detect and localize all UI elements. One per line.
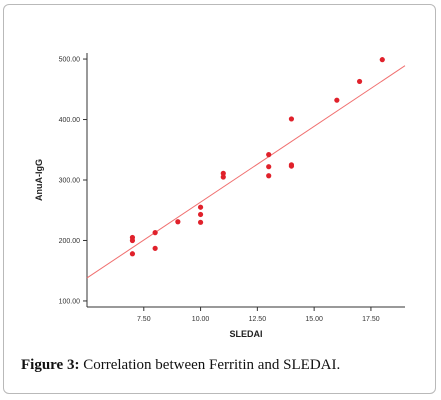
data-point (379, 57, 385, 63)
data-point (197, 211, 204, 218)
y-tick-label: 400.00 (59, 117, 81, 124)
data-point (152, 245, 158, 251)
data-point (266, 152, 272, 158)
data-point (152, 230, 158, 236)
data-point (129, 237, 136, 244)
x-tick-label: 7.50 (137, 316, 151, 323)
axes (86, 53, 405, 308)
data-point (356, 78, 363, 85)
y-axis-label: AnuA-IgG (34, 159, 44, 201)
data-point (197, 204, 204, 210)
y-tick-label: 500.00 (59, 57, 81, 64)
caption-label: Figure 3: (21, 357, 80, 373)
data-point (175, 219, 181, 225)
points-group (129, 57, 385, 257)
data-point (266, 164, 272, 170)
scatter-plot-svg: 7.50 10.00 12.50 15.00 17.50 100.00 200.00 300.… (34, 53, 406, 339)
ticks: 7.50 10.00 12.50 15.00 17.50 100.00 200.00 300.… (59, 57, 380, 323)
fit-line (86, 65, 406, 279)
data-point (129, 251, 136, 257)
data-point (220, 170, 226, 176)
data-point (266, 173, 272, 179)
figure-frame: 7.50 10.00 12.50 15.00 17.50 100.00 200.00 300.… (3, 4, 436, 394)
x-tick-label: 10.00 (192, 316, 210, 323)
data-point (197, 219, 204, 225)
data-point (220, 174, 226, 180)
figure-caption: Figure 3: Correlation between Ferritin a… (21, 357, 340, 374)
caption-text: Correlation between Ferritin and SLEDAI. (79, 357, 341, 373)
y-tick-label: 100.00 (59, 298, 81, 305)
x-tick-label: 15.00 (305, 316, 323, 323)
y-tick-label: 300.00 (59, 178, 81, 185)
y-tick-label: 200.00 (59, 238, 81, 245)
x-tick-label: 12.50 (249, 316, 267, 323)
x-axis-label: SLEDAI (229, 329, 262, 339)
x-tick-label: 17.50 (362, 316, 380, 323)
data-point (334, 97, 340, 103)
data-point (288, 163, 295, 169)
data-point (288, 116, 295, 122)
fit-line-group (86, 65, 406, 279)
scatter-chart: 7.50 10.00 12.50 15.00 17.50 100.00 200.00 300.… (8, 7, 438, 347)
